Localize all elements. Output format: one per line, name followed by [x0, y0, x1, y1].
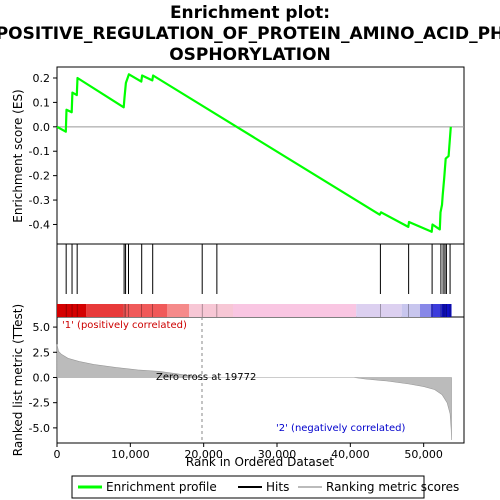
x-tick-label: 10,000 [111, 448, 150, 461]
metric-y-tick-label: 0.0 [33, 371, 51, 384]
x-tick-label: 40,000 [331, 448, 370, 461]
negative-correlation-label: '2' (negatively correlated) [276, 423, 405, 434]
es-y-tick-label: 0.2 [33, 72, 51, 85]
chart-title-line-3: OSPHORYLATION [169, 45, 331, 65]
ranking-color-segment [233, 304, 356, 317]
metric-y-tick-label: -2.5 [29, 397, 50, 410]
ranking-color-segment [167, 304, 189, 317]
ranking-color-segment [431, 304, 441, 317]
es-y-tick-label: -0.4 [29, 218, 50, 231]
zero-cross-label: Zero cross at 19772 [156, 372, 256, 383]
es-y-tick-label: -0.1 [29, 145, 50, 158]
metric-layer: '1' (positively correlated) Zero cross at… [57, 317, 452, 443]
positive-correlation-label: '1' (positively correlated) [62, 320, 187, 331]
metric-axis-label: Ranked list metric (TTest) [11, 304, 25, 456]
metric-y-tick-label: -5.0 [29, 422, 50, 435]
es-y-tick-label: 0.1 [33, 96, 51, 109]
legend-profile-label: Enrichment profile [106, 480, 217, 494]
ranking-color-segment [420, 304, 431, 317]
ranking-color-segment [402, 304, 420, 317]
ranking-color-segment [189, 304, 233, 317]
metric-y-tick-label: 2.5 [33, 346, 51, 359]
legend-metric-label: Ranking metric scores [326, 480, 459, 494]
x-tick-label: 50,000 [404, 448, 443, 461]
enrichment-profile-line [57, 74, 451, 232]
legend-hits-label: Hits [266, 480, 289, 494]
x-axis-label: Rank in Ordered Dataset [186, 455, 334, 469]
metric-y-tick-label: 5.0 [33, 321, 51, 334]
es-layer [57, 74, 464, 232]
ranking-color-segment [123, 304, 167, 317]
es-y-tick-label: -0.2 [29, 170, 50, 183]
chart-title-line-1: Enrichment plot: [170, 3, 330, 23]
ranking-color-segment [356, 304, 401, 317]
es-y-tick-label: -0.3 [29, 194, 50, 207]
x-tick-label: 0 [54, 448, 61, 461]
ranking-color-segment [57, 304, 86, 317]
chart-title-line-2: POSITIVE_REGULATION_OF_PROTEIN_AMINO_ACI… [0, 24, 500, 44]
es-panel [57, 67, 464, 244]
ranking-color-segment [86, 304, 123, 317]
es-y-tick-label: 0.0 [33, 121, 51, 134]
es-axis-label: Enrichment score (ES) [11, 89, 25, 222]
hits-layer [57, 244, 452, 317]
